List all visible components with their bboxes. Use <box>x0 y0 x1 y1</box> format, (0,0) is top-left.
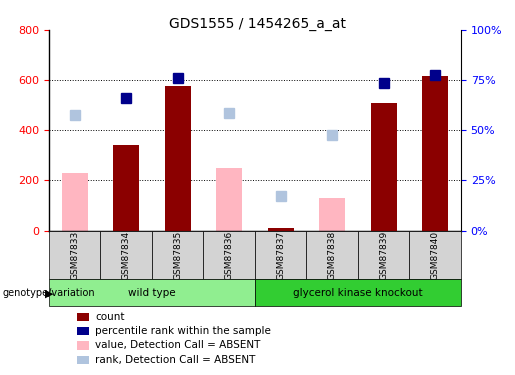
Text: GSM87834: GSM87834 <box>122 230 131 280</box>
Bar <box>422 76 448 231</box>
Bar <box>306 231 358 279</box>
Text: genotype/variation: genotype/variation <box>3 288 95 298</box>
Text: percentile rank within the sample: percentile rank within the sample <box>95 326 271 336</box>
Text: wild type: wild type <box>128 288 176 297</box>
Text: GSM87835: GSM87835 <box>173 230 182 280</box>
Bar <box>165 86 191 231</box>
Text: GSM87838: GSM87838 <box>328 230 337 280</box>
Bar <box>255 231 306 279</box>
Bar <box>49 279 255 306</box>
Bar <box>113 146 139 231</box>
Text: ▶: ▶ <box>45 288 54 298</box>
Bar <box>49 231 100 279</box>
Bar <box>216 168 242 231</box>
Bar <box>268 228 294 231</box>
Bar <box>319 198 345 231</box>
Bar <box>62 173 88 231</box>
Text: value, Detection Call = ABSENT: value, Detection Call = ABSENT <box>95 340 261 350</box>
Text: count: count <box>95 312 125 322</box>
Bar <box>255 279 461 306</box>
Bar <box>371 103 397 231</box>
Text: rank, Detection Call = ABSENT: rank, Detection Call = ABSENT <box>95 355 255 364</box>
Bar <box>152 231 203 279</box>
Bar <box>203 231 255 279</box>
Text: GSM87836: GSM87836 <box>225 230 234 280</box>
Text: GSM87839: GSM87839 <box>379 230 388 280</box>
Text: GSM87833: GSM87833 <box>70 230 79 280</box>
Text: glycerol kinase knockout: glycerol kinase knockout <box>293 288 423 297</box>
Text: GSM87837: GSM87837 <box>276 230 285 280</box>
Bar <box>358 231 409 279</box>
Bar <box>100 231 152 279</box>
Bar <box>409 231 461 279</box>
Text: GDS1555 / 1454265_a_at: GDS1555 / 1454265_a_at <box>169 17 346 31</box>
Text: GSM87840: GSM87840 <box>431 230 440 280</box>
